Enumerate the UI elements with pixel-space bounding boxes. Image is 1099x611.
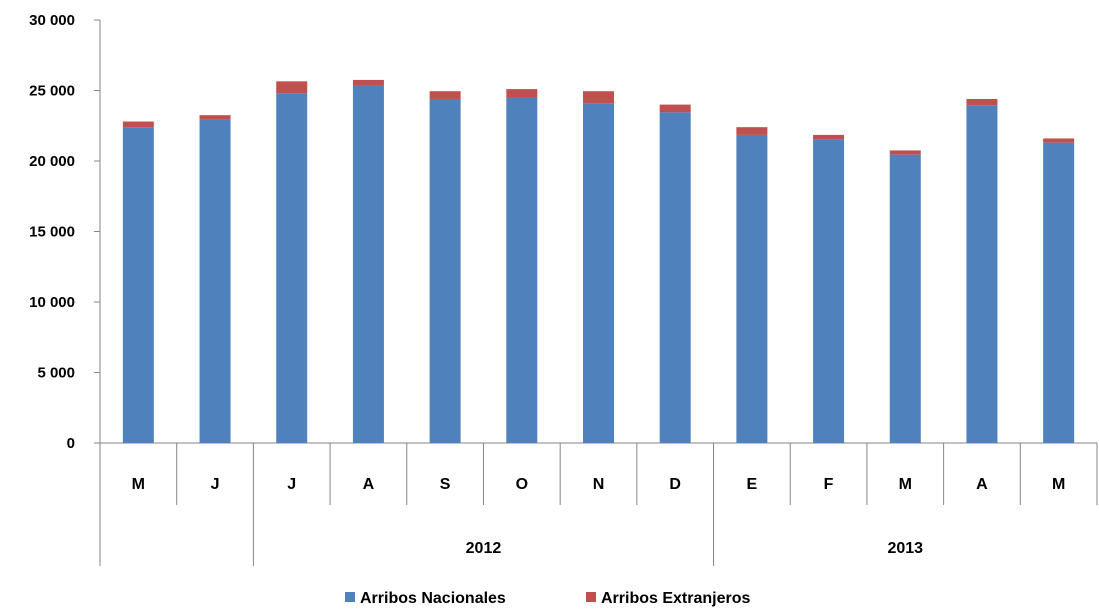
bar-nacionales <box>276 93 308 443</box>
y-tick-label: 10 000 <box>29 294 75 311</box>
bar-nacionales <box>429 98 461 444</box>
bar-nacionales <box>199 119 231 443</box>
x-tick-label: M <box>132 476 145 493</box>
bar-extranjeros <box>276 81 308 94</box>
legend-swatch-nacionales <box>345 592 355 602</box>
x-tick-label: M <box>899 476 912 493</box>
bar-extranjeros <box>1043 138 1075 143</box>
bar-nacionales <box>352 85 384 443</box>
bar-extranjeros <box>813 134 845 140</box>
y-tick-label: 20 000 <box>29 153 75 170</box>
x-tick-label: A <box>976 476 988 493</box>
bar-extranjeros <box>583 91 614 104</box>
bar-extranjeros <box>736 127 768 135</box>
bar-nacionales <box>583 103 614 443</box>
bar-extranjeros <box>659 104 691 113</box>
legend-swatch-extranjeros <box>586 592 596 602</box>
year-group-labels: 2012 2013 <box>99 505 923 566</box>
bar-nacionales <box>659 112 691 443</box>
legend-label-extranjeros: Arribos Extranjeros <box>601 590 750 607</box>
year-group-label: 2012 <box>466 540 502 557</box>
bar-nacionales <box>122 127 154 443</box>
bar-extranjeros <box>506 89 538 98</box>
bar-extranjeros <box>429 91 461 99</box>
bar-nacionales <box>736 134 768 444</box>
bar-extranjeros <box>199 115 231 120</box>
bar-nacionales <box>1043 142 1075 444</box>
y-tick-label: 5 000 <box>37 365 75 382</box>
x-tick-label: A <box>363 476 375 493</box>
bar-extranjeros <box>122 121 154 128</box>
x-tick-label: M <box>1052 476 1065 493</box>
y-axis-ticks: 0 5 000 10 000 15 000 20 000 25 000 30 000 <box>29 12 100 452</box>
bar-extranjeros <box>352 79 384 86</box>
chart-bars <box>122 79 1075 444</box>
bar-extranjeros <box>966 98 998 106</box>
bar-nacionales <box>889 154 921 443</box>
legend-label-nacionales: Arribos Nacionales <box>360 590 506 607</box>
bar-nacionales <box>813 139 845 443</box>
bar-nacionales <box>966 105 998 444</box>
y-tick-label: 0 <box>67 435 75 452</box>
x-tick-label: J <box>287 476 296 493</box>
year-group-label: 2013 <box>887 540 923 557</box>
bar-extranjeros <box>889 150 921 155</box>
x-tick-label: F <box>824 476 834 493</box>
x-tick-label: E <box>747 476 758 493</box>
x-tick-label: O <box>516 476 528 493</box>
x-tick-label: S <box>440 476 451 493</box>
x-tick-label: N <box>593 476 605 493</box>
x-tick-label: D <box>669 476 681 493</box>
y-tick-label: 15 000 <box>29 224 75 241</box>
y-tick-label: 30 000 <box>29 12 75 29</box>
x-tick-label: J <box>211 476 220 493</box>
chart-legend: Arribos Nacionales Arribos Extranjeros <box>345 590 750 607</box>
y-tick-label: 25 000 <box>29 83 75 100</box>
bar-nacionales <box>506 97 538 444</box>
